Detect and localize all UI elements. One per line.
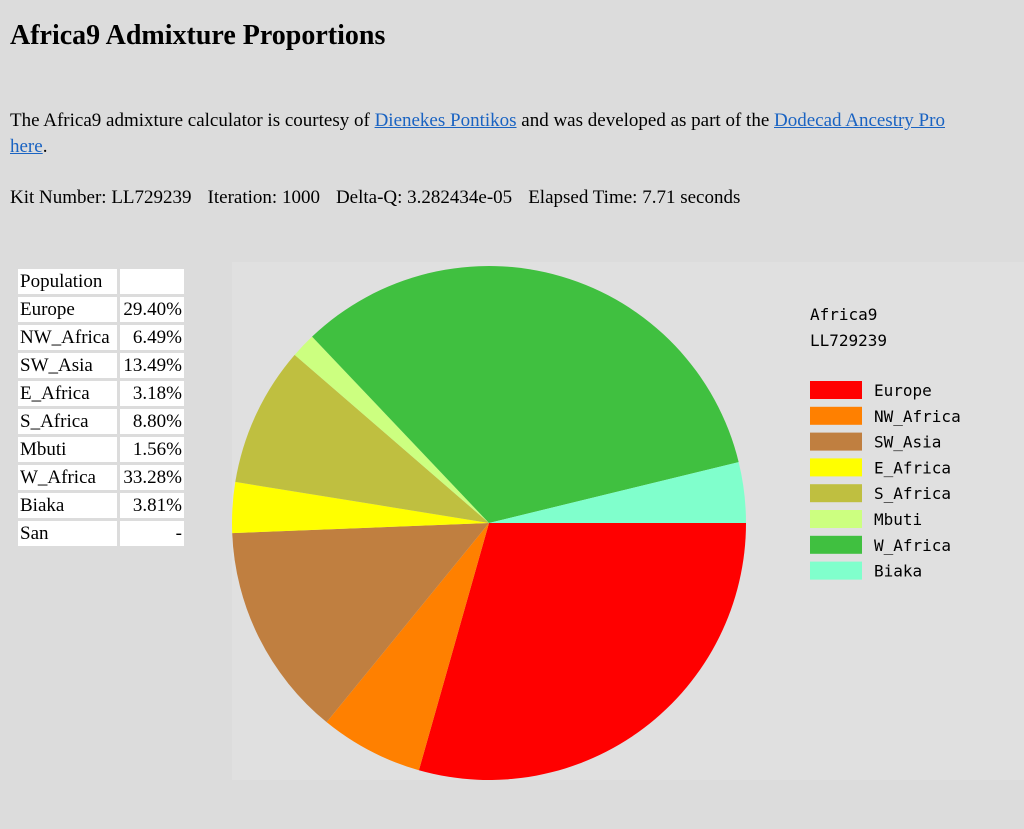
population-percentage: - xyxy=(120,521,184,546)
legend-swatch-nw-africa xyxy=(810,406,862,425)
population-percentage: 6.49% xyxy=(120,325,184,350)
population-percentage: 13.49% xyxy=(120,353,184,378)
table-row: E_Africa 3.18% xyxy=(18,381,184,406)
pie-chart-svg: Africa9 LL729239 EuropeNW_AfricaSW_AsiaE… xyxy=(232,266,961,780)
table-row: NW_Africa 6.49% xyxy=(18,325,184,350)
legend-swatch-sw-asia xyxy=(810,432,862,451)
elapsed-time-value: 7.71 seconds xyxy=(642,187,741,208)
legend-label: NW_Africa xyxy=(874,407,961,426)
population-name: San xyxy=(18,521,117,546)
table-row: San - xyxy=(18,521,184,546)
delta-q-value: 3.282434e-05 xyxy=(407,187,513,208)
legend-label: SW_Asia xyxy=(874,433,941,452)
population-header: Population xyxy=(18,269,117,294)
kit-number-label: Kit Number: xyxy=(10,187,107,208)
population-percentage: 1.56% xyxy=(120,437,184,462)
chart-legend: Europe NW_Africa SW_Asia E_Africa S_Africa Mb… xyxy=(810,381,961,581)
legend-label: Europe xyxy=(874,381,932,400)
legend-swatch-w-africa xyxy=(810,535,862,554)
legend-label: W_Africa xyxy=(874,536,951,555)
legend-swatch-mbuti xyxy=(810,510,862,528)
legend-label: Mbuti xyxy=(874,510,922,529)
pie-slice-mbuti xyxy=(294,336,489,523)
legend-label: Biaka xyxy=(874,562,922,581)
legend-swatch-europe xyxy=(810,381,862,399)
legend-label: S_Africa xyxy=(874,484,951,503)
population-name: Mbuti xyxy=(18,437,117,462)
legend-swatch-s-africa xyxy=(810,484,862,503)
admixture-pie-chart: Africa9 LL729239 Europe NW_Africa SW_Asia E… xyxy=(232,262,1024,780)
iteration-value: 1000 xyxy=(281,187,320,208)
intro-text-2: and was developed as part of the xyxy=(516,110,774,131)
population-percentage: 3.81% xyxy=(120,493,184,518)
intro-text-3: . xyxy=(42,136,48,157)
table-row: S_Africa 8.80% xyxy=(18,409,184,434)
pie-slice-nw-africa xyxy=(326,523,489,771)
pie-slice-w-africa xyxy=(312,266,739,523)
elapsed-time-label: Elapsed Time: xyxy=(528,187,638,208)
population-percentage: 8.80% xyxy=(120,409,184,434)
population-percentage: 3.18% xyxy=(120,381,184,406)
table-row: Europe 29.40% xyxy=(18,297,184,322)
dienekes-pontikos-link[interactable]: Dienekes Pontikos xyxy=(374,110,517,131)
population-name: Biaka xyxy=(18,493,117,518)
table-row: Mbuti 1.56% xyxy=(18,437,184,462)
population-percentage: 29.40% xyxy=(120,297,184,322)
table-header-row: Population xyxy=(18,269,184,294)
dodecad-ancestry-project-link[interactable]: Dodecad Ancestry Pro xyxy=(774,110,945,131)
population-name: NW_Africa xyxy=(18,325,117,350)
population-table: Population Europe 29.40% NW_Africa 6.49% SW_… xyxy=(15,266,187,549)
population-percentage: 33.28% xyxy=(120,465,184,490)
legend-swatch-biaka xyxy=(810,561,862,580)
pie-slice-europe xyxy=(418,523,746,780)
pie-slice-e-africa xyxy=(232,481,489,534)
table-row: Biaka 3.81% xyxy=(18,493,184,518)
chart-title: Africa9 xyxy=(810,305,877,324)
pie-slice-biaka xyxy=(489,462,746,523)
page-title: Africa9 Admixture Proportions xyxy=(10,20,386,51)
percentage-header xyxy=(120,269,184,294)
pie-slices xyxy=(232,266,746,780)
delta-q-label: Delta-Q: xyxy=(335,187,403,208)
iteration-label: Iteration: xyxy=(207,187,278,208)
legend-label: E_Africa xyxy=(874,458,951,477)
legend-swatch-e-africa xyxy=(810,458,862,477)
population-name: E_Africa xyxy=(18,381,117,406)
intro-text-1: The Africa9 admixture calculator is cour… xyxy=(10,110,375,131)
table-row: W_Africa 33.28% xyxy=(18,465,184,490)
pie-slice-sw-asia xyxy=(232,523,489,723)
pie-slice-s-africa xyxy=(235,354,489,523)
population-name: S_Africa xyxy=(18,409,117,434)
chart-subtitle: LL729239 xyxy=(810,331,887,350)
table-row: SW_Asia 13.49% xyxy=(18,353,184,378)
here-link[interactable]: here xyxy=(10,136,43,157)
population-name: SW_Asia xyxy=(18,353,117,378)
kit-info-line: Kit Number: LL729239 Iteration: 1000 Delta… xyxy=(10,185,740,211)
population-name: Europe xyxy=(18,297,117,322)
intro-paragraph: The Africa9 admixture calculator is cour… xyxy=(10,108,1024,160)
population-name: W_Africa xyxy=(18,465,117,490)
kit-number: LL729239 xyxy=(111,187,192,208)
